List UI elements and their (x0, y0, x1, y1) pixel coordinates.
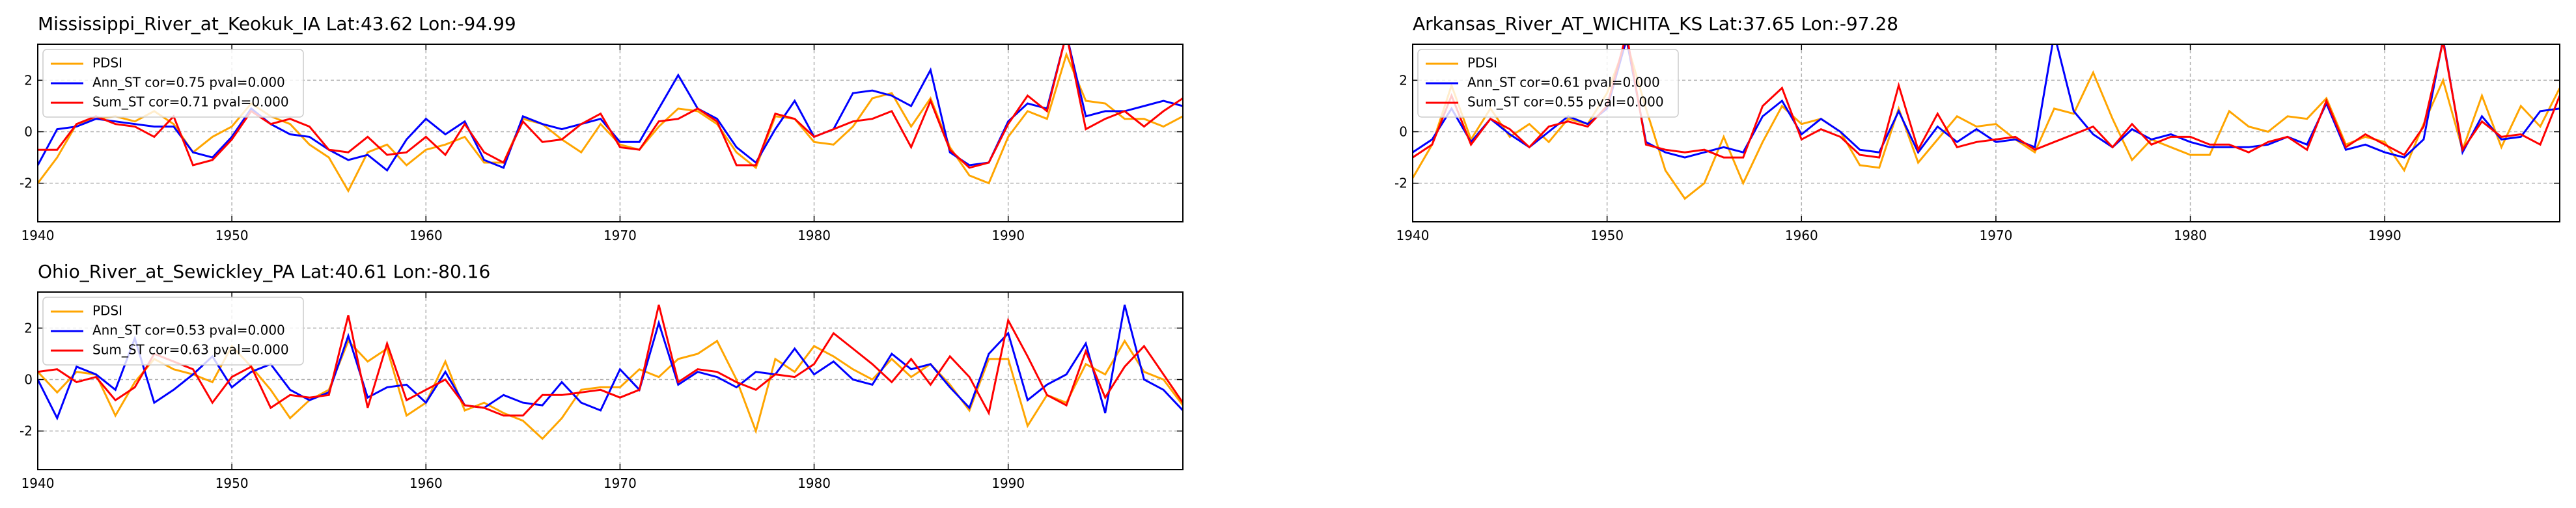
legend-frame (42, 49, 304, 118)
legend: PDSI Ann_ST cor=0.75 pval=0.000 Sum_ST cor… (42, 49, 304, 118)
legend-label: Sum_ST cor=0.55 pval=0.000 (1467, 94, 1664, 110)
y-tick-label: -2 (1394, 176, 1407, 191)
x-tick-label: 1990 (991, 475, 1025, 491)
y-tick-label: 0 (24, 372, 33, 388)
legend-label: PDSI (92, 303, 122, 319)
y-tick-label: -2 (20, 176, 33, 191)
x-tick-label: 1940 (1396, 228, 1430, 243)
x-tick-label: 1980 (797, 475, 831, 491)
x-tick-label: 1950 (1590, 228, 1624, 243)
x-tick-label: 1970 (1979, 228, 2012, 243)
x-tick-label: 1950 (215, 228, 249, 243)
chart-title: Arkansas_River_AT_WICHITA_KS Lat:37.65 L… (1413, 13, 1898, 34)
x-tick-label: 1940 (21, 475, 55, 491)
legend-label: PDSI (1467, 55, 1497, 71)
x-tick-label: 1990 (2368, 228, 2402, 243)
y-tick-label: 2 (1399, 72, 1407, 88)
legend-label: Ann_ST cor=0.53 pval=0.000 (92, 323, 285, 338)
y-tick-label: 0 (24, 124, 33, 140)
legend-label: Ann_ST cor=0.61 pval=0.000 (1467, 75, 1660, 90)
x-tick-label: 1960 (409, 228, 443, 243)
subplot: Ohio_River_at_Sewickley_PA Lat:40.61 Lon… (20, 261, 1184, 491)
y-tick-label: 0 (1399, 124, 1407, 140)
x-tick-label: 1940 (21, 228, 55, 243)
y-tick-label: 2 (24, 320, 33, 336)
x-tick-label: 1990 (991, 228, 1025, 243)
legend-label: Sum_ST cor=0.71 pval=0.000 (92, 94, 289, 110)
legend-frame (1417, 49, 1679, 118)
legend-frame (42, 297, 304, 366)
legend-label: Ann_ST cor=0.75 pval=0.000 (92, 75, 285, 90)
x-tick-label: 1950 (215, 475, 249, 491)
legend-label: Sum_ST cor=0.63 pval=0.000 (92, 342, 289, 358)
chart-title: Mississippi_River_at_Keokuk_IA Lat:43.62… (38, 13, 516, 34)
subplot: Mississippi_River_at_Keokuk_IA Lat:43.62… (20, 13, 1184, 243)
x-tick-label: 1980 (797, 228, 831, 243)
x-tick-label: 1980 (2174, 228, 2207, 243)
axes-frame (37, 44, 1184, 222)
y-tick-label: -2 (20, 423, 33, 439)
x-tick-label: 1970 (603, 475, 637, 491)
y-tick-label: 2 (24, 72, 33, 88)
legend-label: PDSI (92, 55, 122, 71)
subplot: Arkansas_River_AT_WICHITA_KS Lat:37.65 L… (1394, 13, 2560, 243)
axes-frame (1412, 44, 2560, 222)
chart-title: Ohio_River_at_Sewickley_PA Lat:40.61 Lon… (38, 261, 490, 282)
series-line (38, 304, 1183, 417)
legend: PDSI Ann_ST cor=0.53 pval=0.000 Sum_ST cor… (42, 297, 304, 366)
series-line (38, 44, 1183, 169)
x-tick-label: 1960 (1785, 228, 1818, 243)
legend: PDSI Ann_ST cor=0.61 pval=0.000 Sum_ST cor… (1417, 49, 1679, 118)
x-tick-label: 1960 (409, 475, 443, 491)
series-line (38, 51, 1183, 193)
x-tick-label: 1970 (603, 228, 637, 243)
axes-frame (37, 291, 1184, 470)
